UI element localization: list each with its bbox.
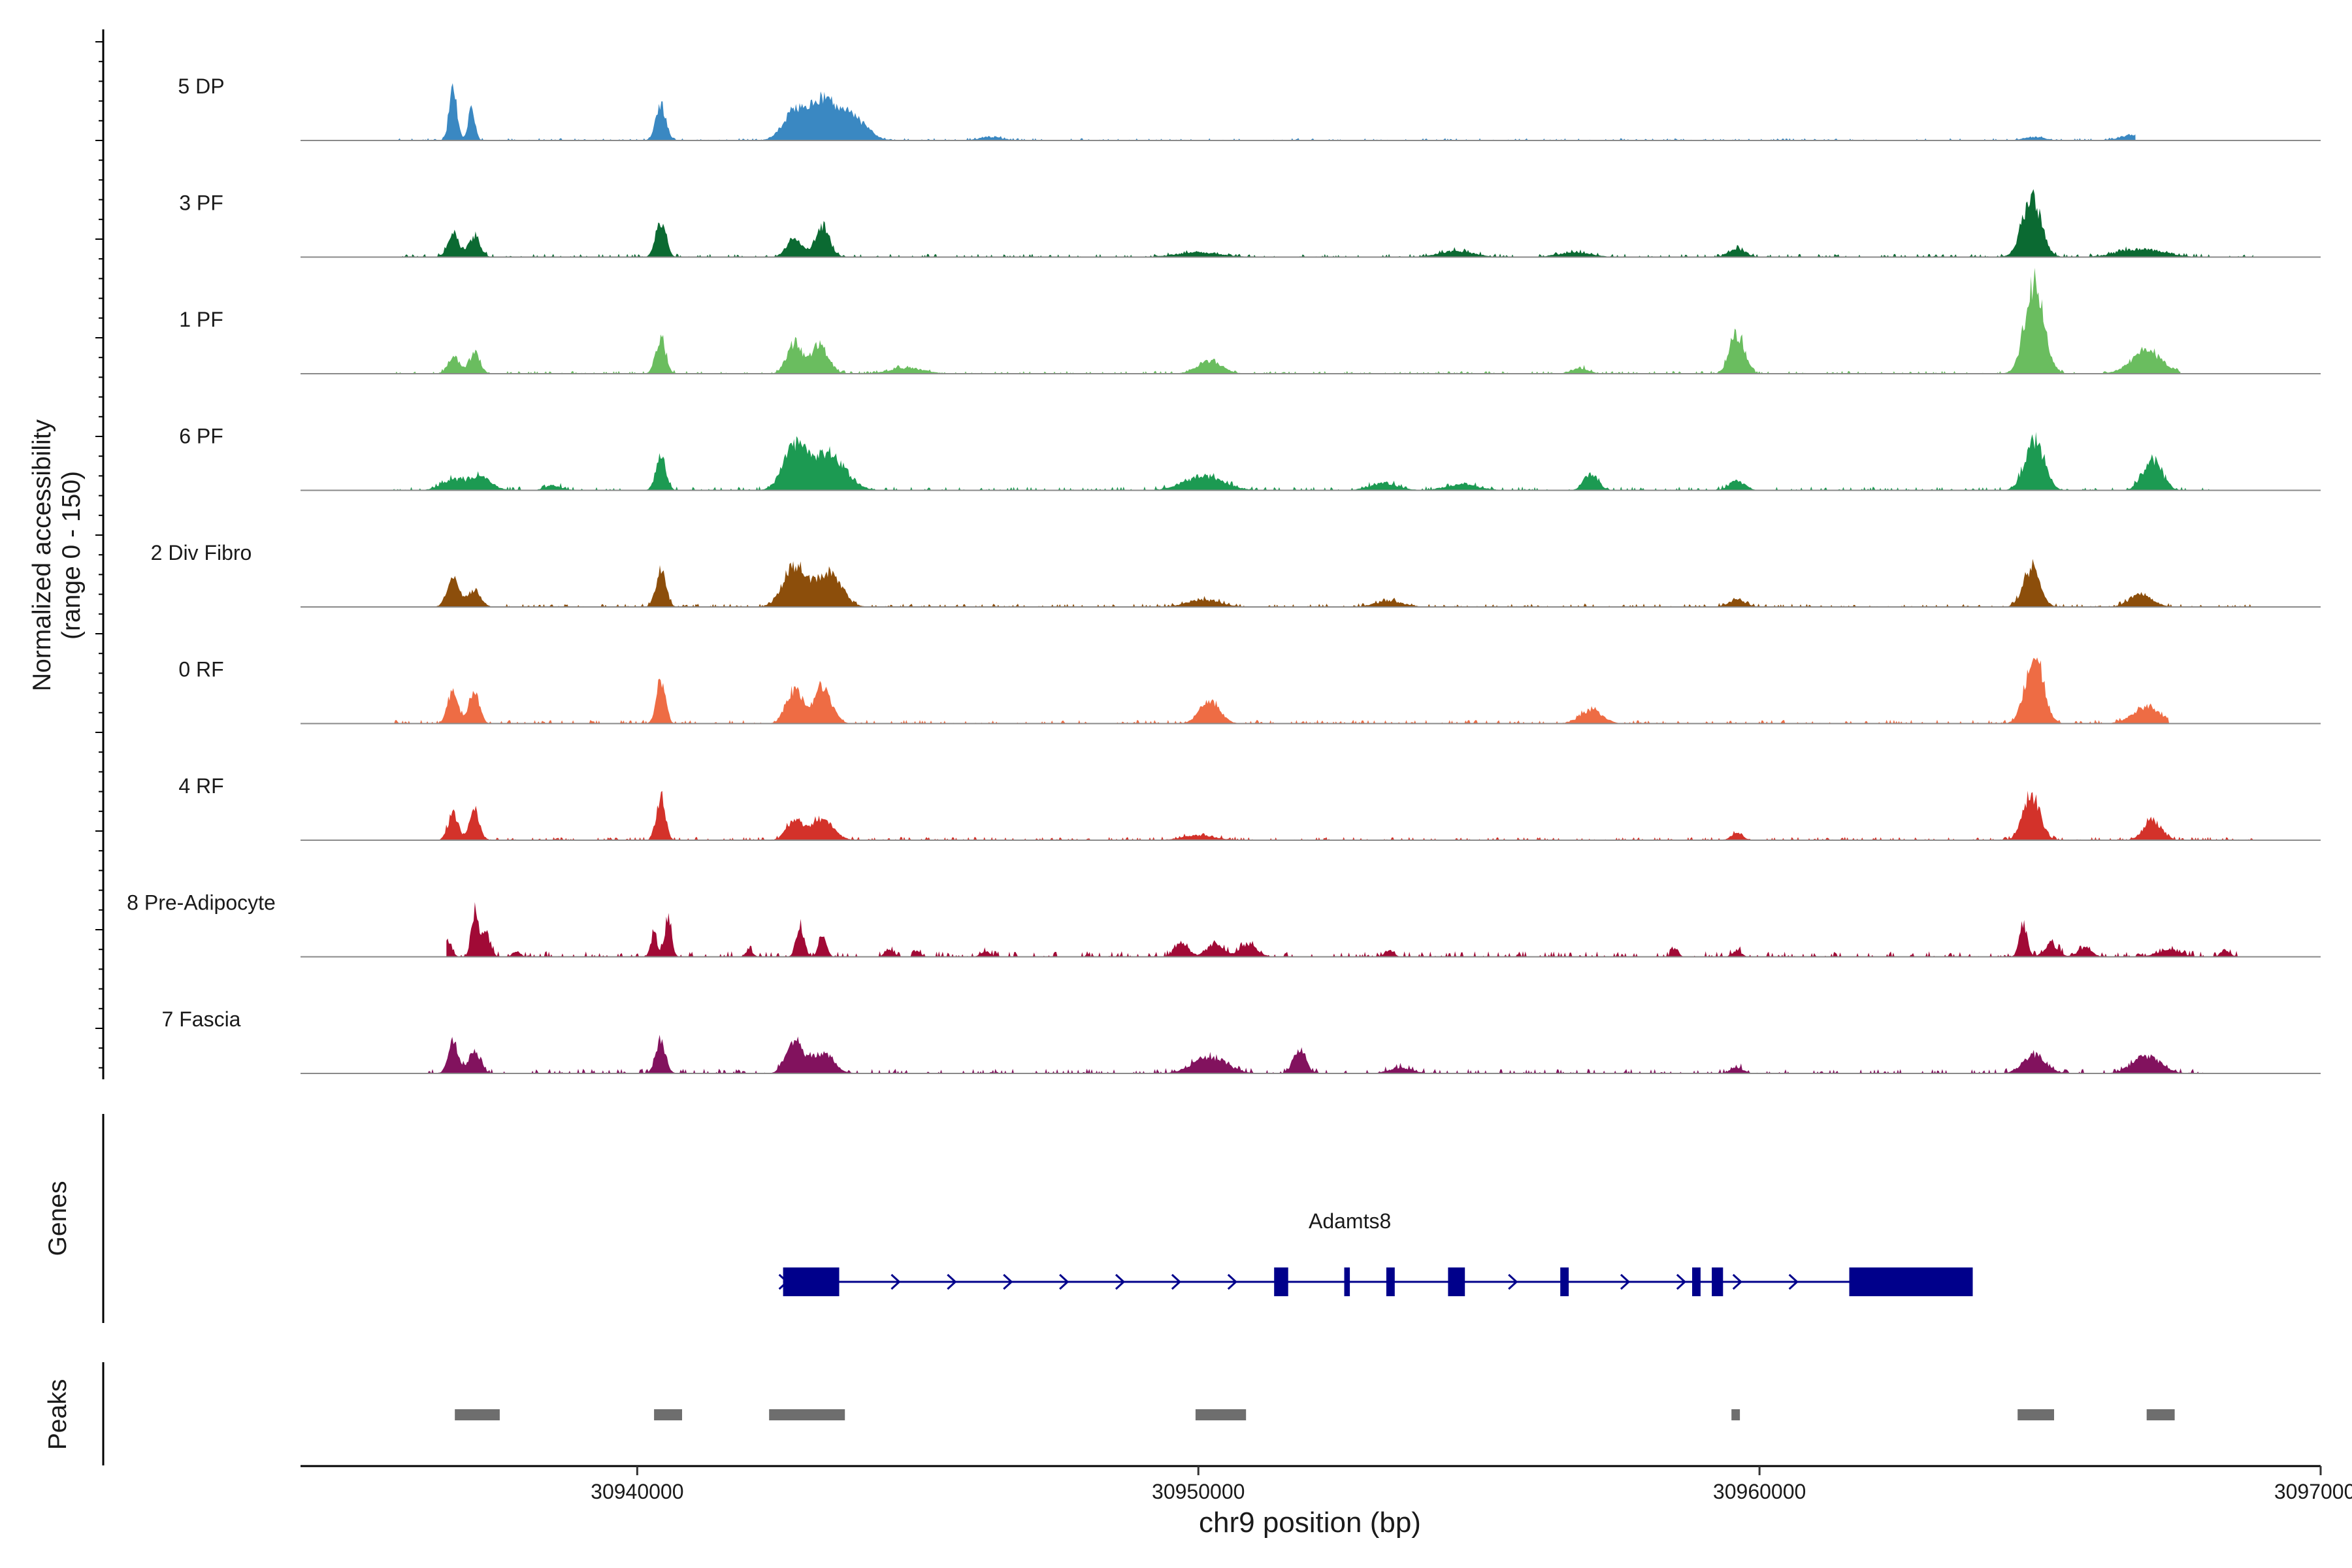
peak-region [2017,1409,2054,1420]
coverage-area [446,902,2253,957]
exon [1344,1267,1350,1296]
peak-region [2146,1409,2175,1420]
coverage-area [396,83,2136,140]
strand-arrow [1115,1273,1126,1290]
peak-region [654,1409,682,1420]
coverage-y-ticks [95,41,103,1069]
exon [1692,1267,1701,1296]
track-label: 6 PF [179,425,223,448]
exon [1560,1267,1569,1296]
strand-arrow [1732,1273,1742,1290]
track-label: 5 DP [178,74,224,98]
peak-region [769,1409,845,1420]
x-tick-label: 30970000 [2274,1480,2352,1503]
strand-arrow [890,1273,901,1290]
y-axis-label: Normalized accessibility(range 0 - 150) [28,419,86,691]
x-axis-ticks: 30940000 30950000 30960000 30970000 [591,1466,2352,1503]
track-label: 3 PF [179,191,223,215]
coverage-track: 7 Fascia [162,1007,2321,1074]
peak-region [455,1409,500,1420]
peaks-panel-label: Peaks [44,1379,72,1450]
coverage-area [390,267,2181,374]
track-label: 1 PF [179,308,223,331]
coverage-track: 5 DP [178,74,2321,141]
x-axis-label: chr9 position (bp) [1199,1507,1421,1539]
coverage-track: 6 PF [179,425,2321,491]
strand-arrow [1620,1273,1631,1290]
coverage-track: 0 RF [178,657,2321,725]
coverage-track: 3 PF [179,189,2321,258]
coverage-area [390,432,2214,491]
peak-region [1731,1409,1740,1420]
exon [1386,1267,1395,1296]
coverage-area [435,559,2253,607]
x-tick-label: 30960000 [1713,1480,1806,1503]
strand-arrow [947,1273,957,1290]
coverage-tracks: 5 DP 3 PF 1 PF 6 PF 2 Div Fibro 0 RF 4 RF 8 Pre… [127,74,2321,1074]
coverage-track: 4 RF [178,774,2321,841]
exon [1712,1267,1723,1296]
exon [1849,1267,1973,1296]
strand-arrow [1676,1273,1687,1290]
track-label: 8 Pre-Adipocyte [127,891,276,915]
strand-arrow [1171,1273,1182,1290]
exon [1448,1267,1465,1296]
coverage-area [390,189,2253,257]
strand-arrow [1508,1273,1518,1290]
x-tick-label: 30940000 [591,1480,683,1503]
gene-track: Adamts8 [778,1209,1973,1296]
coverage-area [412,1034,2203,1073]
track-label: 2 Div Fibro [151,541,252,564]
gene-name-label: Adamts8 [1309,1209,1391,1233]
strand-arrow [1059,1273,1070,1290]
coverage-area [390,657,2170,724]
exon [1274,1267,1288,1296]
x-tick-label: 30950000 [1152,1480,1245,1503]
coverage-area [424,791,2253,840]
peaks-track [455,1409,2175,1420]
peak-region [1195,1409,1247,1420]
exon [783,1267,840,1296]
coverage-track: 2 Div Fibro [151,541,2321,608]
genes-panel-label: Genes [44,1181,72,1256]
track-label: 0 RF [178,658,223,681]
track-label: 7 Fascia [162,1007,241,1031]
track-label: 4 RF [178,774,223,798]
coverage-track: 1 PF [179,267,2321,374]
strand-arrow [1003,1273,1013,1290]
strand-arrow [1227,1273,1237,1290]
coverage-track: 8 Pre-Adipocyte [127,891,2321,958]
strand-arrow [1788,1273,1799,1290]
